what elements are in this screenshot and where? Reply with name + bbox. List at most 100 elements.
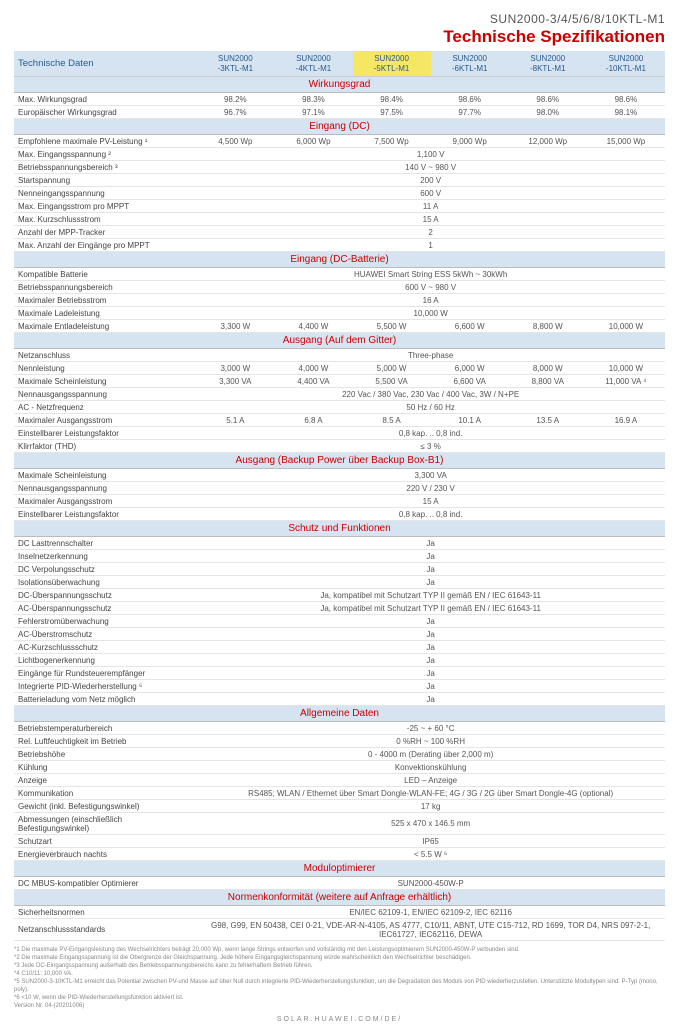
- row-value: Ja: [196, 615, 665, 628]
- row-label: Fehlerstromüberwachung: [14, 615, 196, 628]
- row-label: Klirrfaktor (THD): [14, 440, 196, 453]
- row-value: 220 Vac / 380 Vac, 230 Vac / 400 Vac, 3W…: [196, 388, 665, 401]
- table-row: Max. Wirkungsgrad98.2%98.3%98.4%98.6%98.…: [14, 93, 665, 106]
- table-row: Max. Eingangsstrom pro MPPT11 A: [14, 200, 665, 213]
- row-value: 600 V: [196, 187, 665, 200]
- table-row: DC-ÜberspannungsschutzJa, kompatibel mit…: [14, 589, 665, 602]
- row-value: Ja, kompatibel mit Schutzart TYP II gemä…: [196, 602, 665, 615]
- row-value: 11 A: [196, 200, 665, 213]
- row-value: 16 A: [196, 294, 665, 307]
- table-row: Nennleistung3,000 W4,000 W5,000 W6,000 W…: [14, 362, 665, 375]
- table-row: Rel. Luftfeuchtigkeit im Betrieb0 %RH ~ …: [14, 735, 665, 748]
- row-label: Integrierte PID-Wiederherstellung ⁵: [14, 680, 196, 693]
- row-label: Betriebshöhe: [14, 748, 196, 761]
- table-row: Startspannung200 V: [14, 174, 665, 187]
- row-value: 8,800 VA: [509, 375, 587, 388]
- row-label: Maximaler Betriebsstrom: [14, 294, 196, 307]
- row-label: Empfohlene maximale PV-Leistung ¹: [14, 135, 196, 148]
- column-header: SUN2000-5KTL-M1: [353, 51, 431, 77]
- row-value: 4,500 Wp: [196, 135, 274, 148]
- row-label: Nennausgangsspannung: [14, 388, 196, 401]
- section-title: Schutz und Funktionen: [14, 521, 665, 537]
- row-label: Betriebsspannungsbereich ³: [14, 161, 196, 174]
- table-row: AC-ÜberspannungsschutzJa, kompatibel mit…: [14, 602, 665, 615]
- row-value: 3,300 W: [196, 320, 274, 333]
- table-row: Maximaler Ausgangsstrom15 A: [14, 495, 665, 508]
- row-value: 17 kg: [196, 800, 665, 813]
- row-value: 6,600 W: [431, 320, 509, 333]
- table-row: Max. Kurzschlussstrom15 A: [14, 213, 665, 226]
- footnote-line: *3 Jede DC-Eingangsspannung außerhalb de…: [14, 963, 665, 971]
- row-value: 0 - 4000 m (Derating über 2,000 m): [196, 748, 665, 761]
- footnote-line: *6 <10 W, wenn die PID-Wiederherstellung…: [14, 995, 665, 1003]
- spec-table: Technische DatenSUN2000-3KTL-M1SUN2000-4…: [14, 51, 665, 941]
- row-label: Anzeige: [14, 774, 196, 787]
- table-row: SicherheitsnormenEN/IEC 62109-1, EN/IEC …: [14, 906, 665, 919]
- table-row: Maximale Ladeleistung10,000 W: [14, 307, 665, 320]
- section-title: Moduloptimierer: [14, 861, 665, 877]
- table-row: Anzahl der MPP-Tracker2: [14, 226, 665, 239]
- row-label: DC Verpolungsschutz: [14, 563, 196, 576]
- row-value: Three-phase: [196, 349, 665, 362]
- row-value: 200 V: [196, 174, 665, 187]
- row-value: 5.1 A: [196, 414, 274, 427]
- row-label: AC-Kurzschlussschutz: [14, 641, 196, 654]
- row-value: 15 A: [196, 213, 665, 226]
- row-value: 16.9 A: [587, 414, 665, 427]
- row-value: 220 V / 230 V: [196, 482, 665, 495]
- table-row: DC LasttrennschalterJa: [14, 537, 665, 550]
- table-row: Europäischer Wirkungsgrad96.7%97.1%97.5%…: [14, 106, 665, 119]
- row-label: Abmessungen (einschließlich Befestigungs…: [14, 813, 196, 835]
- row-label: Sicherheitsnormen: [14, 906, 196, 919]
- table-row: Empfohlene maximale PV-Leistung ¹4,500 W…: [14, 135, 665, 148]
- row-label: DC Lasttrennschalter: [14, 537, 196, 550]
- table-row: Energieverbrauch nachts< 5.5 W ⁶: [14, 848, 665, 861]
- row-value: 3,300 VA: [196, 469, 665, 482]
- column-header: SUN2000-3KTL-M1: [196, 51, 274, 77]
- section-title: Ausgang (Auf dem Gitter): [14, 333, 665, 349]
- row-value: 1,100 V: [196, 148, 665, 161]
- table-row: Nennausgangsspannung220 Vac / 380 Vac, 2…: [14, 388, 665, 401]
- row-value: 8,800 W: [509, 320, 587, 333]
- column-header: SUN2000-10KTL-M1: [587, 51, 665, 77]
- row-value: Ja, kompatibel mit Schutzart TYP II gemä…: [196, 589, 665, 602]
- row-value: 97.1%: [274, 106, 352, 119]
- row-label: Inselnetzerkennung: [14, 550, 196, 563]
- row-label: Netzanschlussstandards: [14, 919, 196, 941]
- table-row: Abmessungen (einschließlich Befestigungs…: [14, 813, 665, 835]
- row-value: 15,000 Wp: [587, 135, 665, 148]
- row-value: Konvektionskühlung: [196, 761, 665, 774]
- row-label: Max. Kurzschlussstrom: [14, 213, 196, 226]
- row-value: 3,300 VA: [196, 375, 274, 388]
- row-label: Nenneingangsspannung: [14, 187, 196, 200]
- row-value: 4,400 W: [274, 320, 352, 333]
- row-value: 0,8 kap. .. 0,8 ind.: [196, 508, 665, 521]
- row-value: 15 A: [196, 495, 665, 508]
- row-value: 140 V ~ 980 V: [196, 161, 665, 174]
- row-value: 98.0%: [509, 106, 587, 119]
- row-label: Betriebstemperaturbereich: [14, 722, 196, 735]
- row-label: Maximale Ladeleistung: [14, 307, 196, 320]
- row-value: 5,500 VA: [353, 375, 431, 388]
- table-row: Kompatible BatterieHUAWEI Smart String E…: [14, 268, 665, 281]
- row-label: Batterieladung vom Netz möglich: [14, 693, 196, 706]
- row-value: 98.3%: [274, 93, 352, 106]
- table-row: Nenneingangsspannung600 V: [14, 187, 665, 200]
- row-value: 13.5 A: [509, 414, 587, 427]
- table-row: AC - Netzfrequenz50 Hz / 60 Hz: [14, 401, 665, 414]
- row-value: HUAWEI Smart String ESS 5kWh ~ 30kWh: [196, 268, 665, 281]
- row-value: 98.4%: [353, 93, 431, 106]
- row-value: 97.7%: [431, 106, 509, 119]
- table-row: DC MBUS-kompatibler OptimiererSUN2000-45…: [14, 877, 665, 890]
- row-label: Max. Wirkungsgrad: [14, 93, 196, 106]
- header-row: Technische DatenSUN2000-3KTL-M1SUN2000-4…: [14, 51, 665, 77]
- row-label: Maximaler Ausgangsstrom: [14, 495, 196, 508]
- row-value: Ja: [196, 654, 665, 667]
- row-label: Gewicht (inkl. Befestigungswinkel): [14, 800, 196, 813]
- row-label: Kühlung: [14, 761, 196, 774]
- row-value: 11,000 VA ⁴: [587, 375, 665, 388]
- footnotes: *1 Die maximale PV-Eingangsleistung des …: [14, 947, 665, 1010]
- row-value: LED – Anzeige: [196, 774, 665, 787]
- row-label: DC MBUS-kompatibler Optimierer: [14, 877, 196, 890]
- row-label: Europäischer Wirkungsgrad: [14, 106, 196, 119]
